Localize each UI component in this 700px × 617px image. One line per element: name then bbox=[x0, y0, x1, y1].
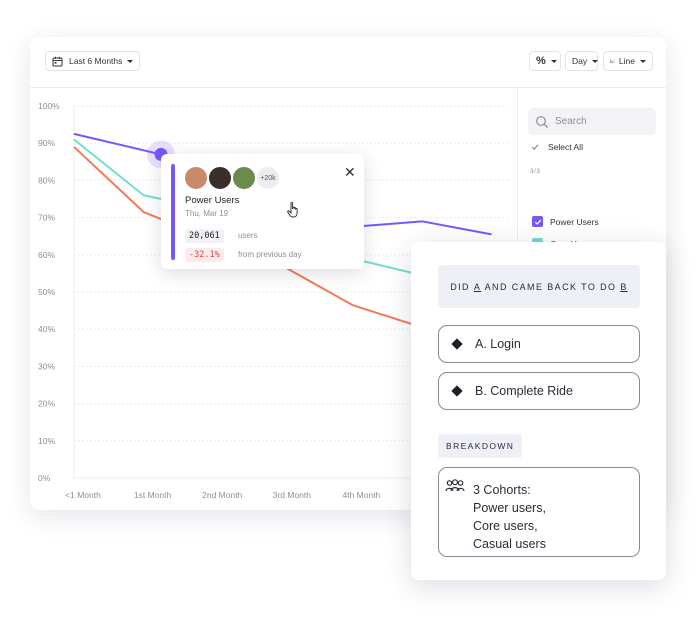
more-users-badge: +20k bbox=[256, 166, 280, 190]
chart-type-dropdown[interactable]: Line bbox=[603, 51, 653, 71]
legend-item-label: Power Users bbox=[550, 216, 599, 227]
tooltip-value: 20,061 bbox=[185, 229, 224, 243]
cohort-line: Casual users bbox=[473, 537, 546, 551]
x-tick-label: 3rd Month bbox=[273, 490, 312, 500]
hand-pointer-cursor-icon bbox=[287, 202, 298, 218]
x-tick-label: <1 Month bbox=[65, 490, 101, 500]
select-all-label: Select All bbox=[548, 142, 583, 152]
step-a-event[interactable]: A. Login bbox=[438, 325, 640, 363]
close-icon[interactable]: ✕ bbox=[344, 164, 356, 180]
y-tick-label: 70% bbox=[38, 213, 55, 223]
y-tick-label: 50% bbox=[38, 287, 55, 297]
select-all-toggle[interactable]: Select All bbox=[530, 142, 583, 152]
search-input[interactable]: Search bbox=[528, 108, 656, 135]
query-description: DID A AND CAME BACK TO DO B bbox=[438, 265, 640, 308]
y-tick-label: 10% bbox=[38, 436, 55, 446]
date-range-dropdown[interactable]: Last 6 Months bbox=[45, 51, 141, 71]
x-tick-label: 1st Month bbox=[134, 490, 172, 500]
chevron-down-icon bbox=[127, 59, 134, 63]
query-step-a-ref: A bbox=[473, 281, 482, 292]
checkbox-checked-icon[interactable] bbox=[532, 216, 543, 227]
selected-count: 3/3 bbox=[530, 168, 541, 175]
interval-label: Day bbox=[572, 56, 588, 66]
y-tick-label: 30% bbox=[38, 361, 55, 371]
avatar bbox=[184, 166, 208, 190]
query-step-b-ref: B bbox=[620, 281, 628, 292]
y-tick-label: 60% bbox=[38, 250, 55, 260]
breakdown-label: BREAKDOWN bbox=[438, 434, 523, 458]
x-tick-label: 4th Month bbox=[342, 490, 380, 500]
chevron-down-icon bbox=[592, 59, 599, 63]
tooltip-date: Thu, Mar 19 bbox=[185, 209, 229, 218]
percent-label: % bbox=[536, 55, 546, 67]
tooltip-change-badge: -32.1% bbox=[185, 248, 224, 262]
chart-type-label: Line bbox=[618, 56, 635, 66]
search-icon bbox=[536, 115, 548, 128]
date-range-label: Last 6 Months bbox=[69, 56, 123, 66]
cohort-line: 3 Cohorts: bbox=[473, 483, 531, 497]
query-middle: AND CAME BACK TO DO bbox=[481, 281, 621, 292]
avatar bbox=[208, 166, 232, 190]
cohort-list: 3 Cohorts: Power users, Core users, Casu… bbox=[473, 481, 546, 553]
cohort-breakdown[interactable]: 3 Cohorts: Power users, Core users, Casu… bbox=[438, 467, 640, 557]
percent-dropdown[interactable]: % bbox=[529, 51, 561, 71]
y-tick-label: 90% bbox=[38, 138, 55, 148]
query-builder-panel: DID A AND CAME BACK TO DO B A. Login B. … bbox=[411, 242, 666, 580]
interval-dropdown[interactable]: Day bbox=[565, 51, 599, 71]
diamond-icon bbox=[451, 385, 463, 397]
chevron-down-icon bbox=[550, 59, 557, 63]
cohort-line: Power users, bbox=[473, 501, 546, 515]
diamond-icon bbox=[451, 338, 463, 350]
users-group-icon bbox=[445, 479, 465, 492]
y-tick-label: 40% bbox=[38, 324, 55, 334]
step-b-label: B. Complete Ride bbox=[475, 384, 573, 398]
y-tick-label: 0% bbox=[38, 473, 51, 483]
avatar bbox=[232, 166, 256, 190]
calendar-icon bbox=[52, 56, 63, 66]
tooltip-unit: users bbox=[238, 231, 258, 240]
line-chart-icon bbox=[610, 59, 615, 63]
check-icon bbox=[531, 144, 539, 151]
cohort-line: Core users, bbox=[473, 519, 538, 533]
y-tick-label: 20% bbox=[38, 399, 55, 409]
series-color-bar bbox=[171, 164, 175, 260]
tooltip-change-text: from previous day bbox=[238, 250, 302, 259]
legend-item[interactable]: Power Users bbox=[532, 216, 599, 227]
tooltip-series-name: Power Users bbox=[185, 195, 240, 206]
y-tick-label: 100% bbox=[38, 101, 60, 111]
search-placeholder: Search bbox=[555, 116, 587, 127]
data-point-tooltip: +20k ✕ Power Users Thu, Mar 19 20,061 us… bbox=[161, 154, 364, 269]
chart-toolbar: Last 6 Months % Day Line bbox=[30, 37, 666, 88]
chevron-down-icon bbox=[640, 59, 646, 63]
step-a-label: A. Login bbox=[475, 337, 521, 351]
x-tick-label: 2nd Month bbox=[202, 490, 242, 500]
y-tick-label: 80% bbox=[38, 175, 55, 185]
query-prefix: DID bbox=[450, 281, 474, 292]
step-b-event[interactable]: B. Complete Ride bbox=[438, 372, 640, 410]
